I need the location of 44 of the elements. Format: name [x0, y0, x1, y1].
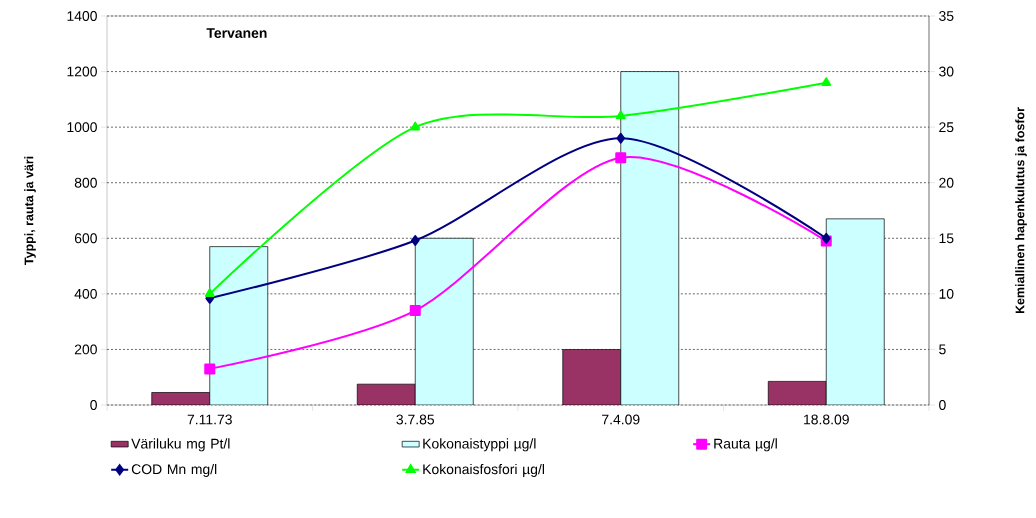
y-axis-title: Typpi, rauta ja väri [24, 156, 36, 265]
bar [562, 349, 622, 405]
point [615, 152, 627, 164]
y2-tick-label: 35 [939, 11, 954, 21]
y2-tick-label: 20 [939, 177, 954, 188]
bar [414, 237, 474, 405]
y2-tick-label: 30 [939, 66, 954, 77]
legend-label: Rauta µg/l [714, 438, 777, 452]
y2-axis-title: Kemiallinen hapenkulutus ja fosfor [1015, 107, 1027, 314]
y-tick-label: 1200 [67, 66, 97, 77]
x-tick-label: 7.11.73 [187, 414, 232, 425]
legend-label: Kokonaisfosfori µg/l [423, 463, 544, 477]
point [409, 305, 421, 317]
y-tick-label: 400 [74, 288, 97, 299]
legend-label: Kokonaistyppi µg/l [423, 438, 536, 452]
y-tick-label: 1000 [67, 122, 97, 133]
y2-tick-label: 25 [939, 122, 954, 133]
point [204, 288, 215, 298]
y-tick-label: 1400 [67, 11, 97, 21]
point [410, 121, 421, 131]
y2-tick-label: 5 [939, 344, 946, 355]
y-tick-label: 0 [90, 400, 97, 410]
y2-tick-label: 15 [939, 233, 954, 244]
point [615, 110, 626, 120]
x-tick-label: 7.4.09 [602, 414, 640, 425]
y-tick-label: 600 [74, 233, 97, 244]
y-tick-label: 800 [74, 177, 97, 188]
bar [767, 381, 827, 405]
y-tick-label: 200 [74, 344, 97, 355]
legend-label: COD Mn mg/l [131, 463, 217, 477]
y2-tick-label: 0 [939, 400, 946, 410]
point [410, 235, 420, 247]
y2-tick-label: 10 [939, 288, 954, 299]
bar [209, 246, 269, 405]
point [616, 132, 626, 144]
bar [356, 383, 416, 405]
point [821, 77, 832, 86]
legend-label: Väriluku mg Pt/l [131, 438, 230, 452]
x-tick-label: 3.7.85 [396, 414, 435, 425]
text: Tervanen [206, 28, 267, 38]
bar [825, 218, 885, 405]
x-tick-label: 18.8.09 [804, 414, 849, 425]
bar [620, 71, 680, 405]
point [204, 363, 216, 375]
